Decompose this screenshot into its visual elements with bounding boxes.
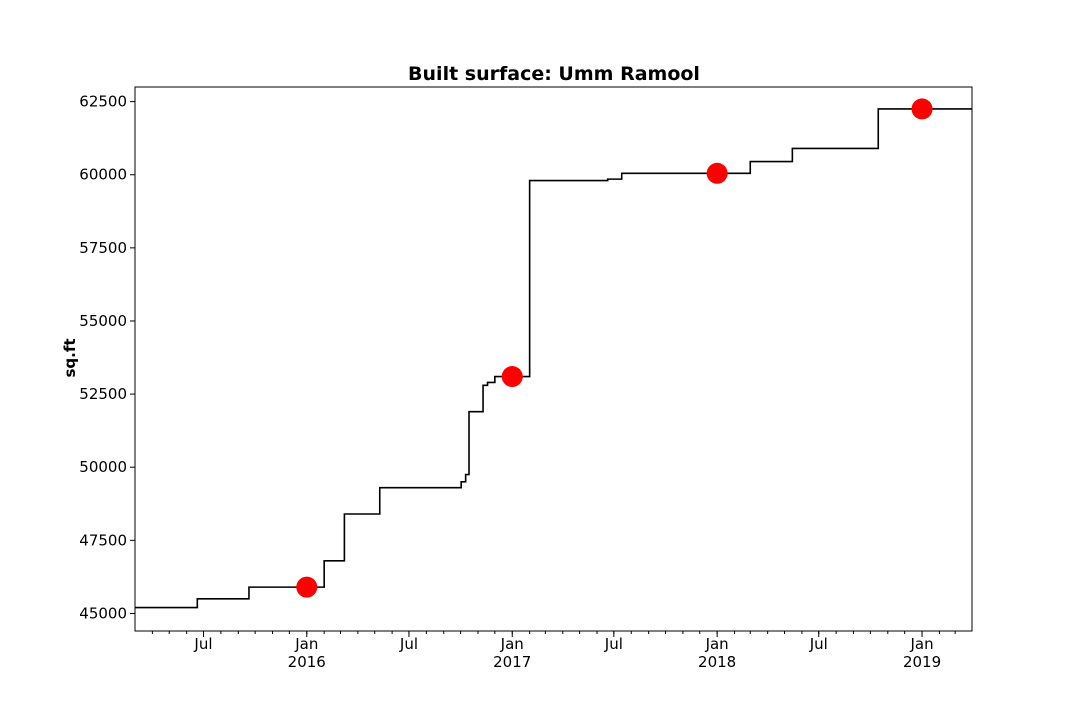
- x-tick-year-label: 2017: [493, 653, 531, 671]
- x-tick-label: Jan: [909, 635, 933, 653]
- data-point-marker: [296, 576, 318, 598]
- x-tick-label: Jul: [193, 635, 212, 653]
- y-tick-label: 60000: [79, 166, 127, 184]
- x-tick-label: Jul: [604, 635, 623, 653]
- x-tick-year-label: 2018: [698, 653, 736, 671]
- y-axis-label: sq.ft: [61, 338, 79, 377]
- x-tick-label: Jul: [399, 635, 418, 653]
- x-tick-label: Jan: [500, 635, 524, 653]
- y-tick-label: 45000: [79, 604, 127, 622]
- x-tick-label: Jan: [705, 635, 729, 653]
- series-line: [135, 108, 972, 609]
- y-tick-label: 47500: [79, 531, 127, 549]
- chart-title: Built surface: Umm Ramool: [408, 63, 700, 85]
- x-tick-year-label: 2016: [288, 653, 326, 671]
- plot-area: 45000 47500 50000 52500 55000 57500 60000 62500…: [79, 93, 972, 671]
- x-tick-label: Jan: [294, 635, 318, 653]
- data-point-marker: [706, 162, 728, 184]
- y-tick-label: 52500: [79, 385, 127, 403]
- x-tick-year-label: 2019: [903, 653, 941, 671]
- x-tick-label: Jul: [809, 635, 828, 653]
- y-tick-label: 62500: [79, 93, 127, 111]
- data-point-marker: [911, 98, 933, 120]
- y-tick-label: 55000: [79, 312, 127, 330]
- data-point-marker: [501, 366, 523, 388]
- y-tick-label: 50000: [79, 458, 127, 476]
- y-tick-label: 57500: [79, 239, 127, 257]
- plot-frame: [134, 86, 973, 632]
